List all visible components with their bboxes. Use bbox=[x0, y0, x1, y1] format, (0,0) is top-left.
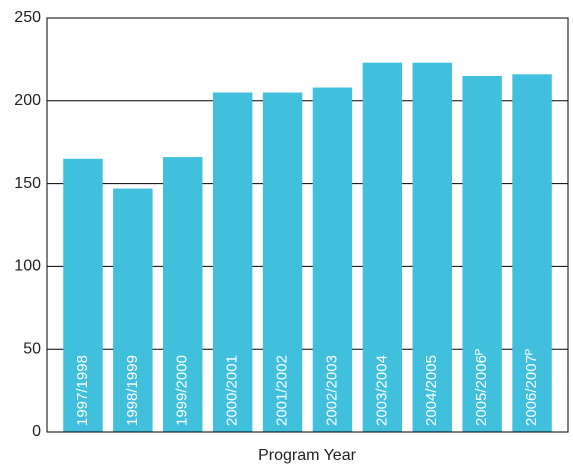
y-tick-label: 250 bbox=[14, 9, 41, 26]
plot-frame bbox=[46, 17, 569, 433]
bar-label: 2003/2004 bbox=[373, 355, 390, 426]
bar bbox=[262, 92, 303, 433]
y-tick-label: 50 bbox=[23, 340, 41, 357]
bar-label: 2001/2002 bbox=[274, 355, 291, 426]
x-axis-label: Program Year bbox=[258, 447, 357, 464]
bar-label: 1999/2000 bbox=[174, 355, 191, 426]
y-tick-label: 200 bbox=[14, 92, 41, 109]
bar bbox=[412, 62, 452, 432]
bar-label: 1997/1998 bbox=[74, 355, 91, 426]
bar-label: 2005/2006ᴾ bbox=[473, 349, 490, 426]
y-tick-label: 100 bbox=[14, 258, 41, 275]
y-tick-label: 150 bbox=[14, 175, 41, 192]
bar-label: 2006/2007ᴾ bbox=[523, 349, 540, 426]
bar bbox=[512, 74, 552, 432]
bar-label: 2000/2001 bbox=[224, 355, 241, 426]
bar bbox=[163, 157, 203, 432]
bar bbox=[113, 188, 153, 432]
bar bbox=[462, 75, 502, 433]
bar-label: 2002/2003 bbox=[323, 355, 340, 426]
bar-label: 1998/1999 bbox=[124, 355, 141, 426]
bar-label: 2004/2005 bbox=[423, 355, 440, 426]
bar bbox=[212, 92, 253, 433]
bar bbox=[63, 158, 103, 432]
bar bbox=[312, 87, 353, 432]
bar bbox=[362, 62, 403, 432]
y-tick-label: 0 bbox=[32, 423, 41, 440]
